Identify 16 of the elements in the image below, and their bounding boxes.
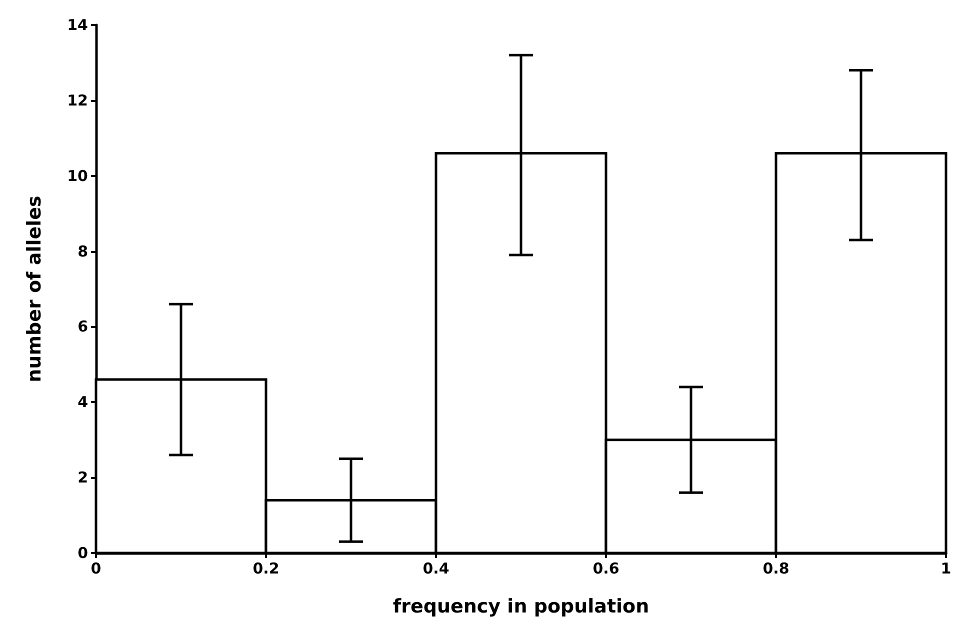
x-tick-label: 0.6 <box>592 560 620 578</box>
x-tick-label: 0.2 <box>252 560 280 578</box>
x-tick-label: 0.8 <box>762 560 790 578</box>
x-axis-title: frequency in population <box>392 596 650 618</box>
y-tick-label: 14 <box>67 16 88 34</box>
y-tick-label: 4 <box>78 393 88 412</box>
y-axis-title: number of alleles <box>24 196 46 382</box>
x-tick-label: 1 <box>940 560 952 578</box>
y-tick-label: 10 <box>67 166 88 185</box>
x-tick-label: 0 <box>90 560 102 578</box>
x-tick-label: 0.4 <box>422 560 450 578</box>
y-tick-label: 12 <box>67 91 88 110</box>
y-tick-label: 8 <box>78 242 88 260</box>
y-tick-label: 0 <box>78 544 88 562</box>
y-tick-label: 6 <box>78 318 88 336</box>
y-tick-label: 2 <box>78 468 88 487</box>
